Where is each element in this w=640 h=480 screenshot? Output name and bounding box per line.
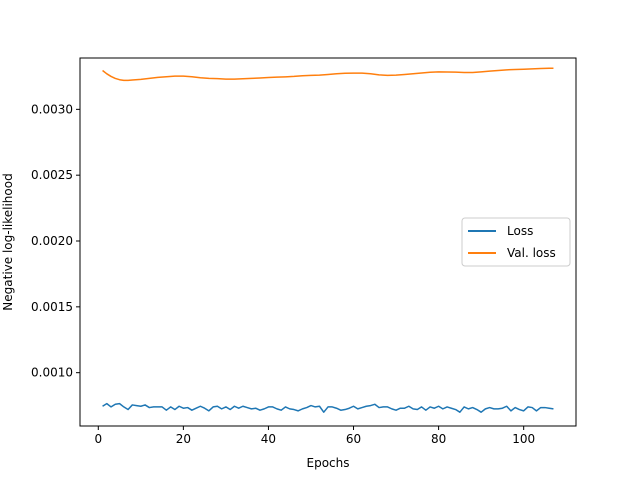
series-line-val-loss xyxy=(102,67,554,82)
y-tick-label: 0.0015 xyxy=(31,300,73,314)
x-axis-ticks: 0 20 40 60 80 100 xyxy=(94,426,535,446)
x-tick-label: 80 xyxy=(431,432,446,446)
x-tick-label: 40 xyxy=(261,432,276,446)
legend: Loss Val. loss xyxy=(461,217,571,267)
axes-frame xyxy=(79,57,577,427)
y-tick-label: 0.0010 xyxy=(31,366,73,380)
y-axis-label: Negative log-likelihood xyxy=(1,173,15,310)
x-axis-label: Epochs xyxy=(307,456,350,470)
legend-label-val-loss: Val. loss xyxy=(507,246,556,260)
x-tick-label: 0 xyxy=(94,432,102,446)
series-line-loss xyxy=(102,402,554,413)
y-tick-label: 0.0020 xyxy=(31,234,73,248)
x-tick-label: 60 xyxy=(346,432,361,446)
legend-label-loss: Loss xyxy=(507,224,533,238)
x-tick-label: 100 xyxy=(512,432,535,446)
y-axis-ticks: 0.0010 0.0015 0.0020 0.0025 0.0030 xyxy=(31,102,80,380)
x-tick-label: 20 xyxy=(176,432,191,446)
plot-lines xyxy=(102,67,554,413)
y-tick-label: 0.0025 xyxy=(31,168,73,182)
y-tick-label: 0.0030 xyxy=(31,102,73,116)
